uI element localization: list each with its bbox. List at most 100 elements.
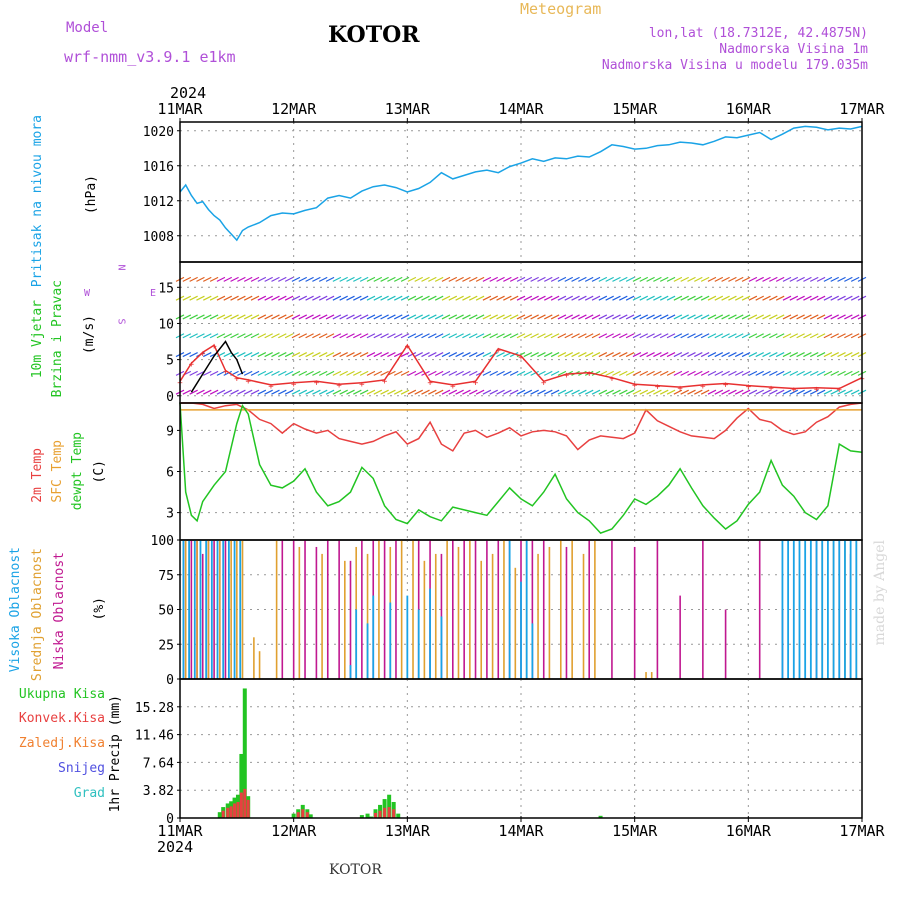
wind-barb xyxy=(359,370,369,376)
visoka-oblacnost-bar xyxy=(233,540,236,679)
wind-barb xyxy=(278,276,287,282)
srednja-oblacnost-bar xyxy=(650,672,653,679)
wind-barb xyxy=(298,276,308,282)
wind-barb xyxy=(482,389,492,395)
wind-barb xyxy=(844,314,853,320)
wind-barb xyxy=(230,333,239,339)
wind-barb xyxy=(544,352,553,358)
wind-barb xyxy=(823,295,833,301)
wind-barb xyxy=(666,352,676,358)
ukupna-kisa-bar xyxy=(217,812,222,818)
visoka-oblacnost-bar xyxy=(205,540,208,679)
visoka-oblacnost-bar xyxy=(792,540,795,679)
konvek-kisa-bar xyxy=(239,792,243,818)
wind-barb xyxy=(741,352,751,358)
visoka-oblacnost-bar xyxy=(508,540,511,679)
wind-barb xyxy=(605,389,614,395)
y-tick-label: 5 xyxy=(166,354,174,369)
visoka-oblacnost-bar xyxy=(429,588,431,679)
wind-barb xyxy=(209,389,219,395)
wind-barb xyxy=(755,333,764,339)
wind-barb xyxy=(434,352,444,358)
wind-barb xyxy=(782,276,792,282)
wind-barb xyxy=(639,314,649,320)
wind-barb xyxy=(775,333,785,339)
wind-barb xyxy=(243,389,253,395)
wind-barb xyxy=(366,333,376,339)
legend-convective-rain: Konvek.Kisa xyxy=(18,711,105,726)
wind-barb xyxy=(755,276,764,282)
wind-barb xyxy=(182,314,192,320)
wind-barb xyxy=(209,295,219,301)
wind-barb xyxy=(496,314,505,320)
wind-barb xyxy=(475,333,485,339)
wind-barb xyxy=(223,352,233,358)
wind-speed-marker: + xyxy=(609,375,615,385)
wind-barb xyxy=(625,295,635,301)
wind-barb xyxy=(653,295,662,301)
top-date-label: 16MAR xyxy=(726,100,772,118)
wind-barb xyxy=(728,333,737,339)
wind-barb xyxy=(332,276,342,282)
wind-barb xyxy=(434,295,444,301)
wind-barb xyxy=(625,370,635,376)
wind-barb xyxy=(278,333,287,339)
wind-barb xyxy=(666,370,676,376)
wind-speed-marker: + xyxy=(245,377,251,387)
wind-barb xyxy=(407,314,417,320)
wind-barb xyxy=(530,314,539,320)
wind-barb xyxy=(448,389,458,395)
wind-barb xyxy=(353,295,362,301)
precipitation-frame xyxy=(179,678,863,819)
wind-barb xyxy=(380,295,389,301)
niska-oblacnost-bar xyxy=(383,540,386,679)
wind-barb xyxy=(659,314,669,320)
wind-barb xyxy=(387,389,396,395)
srednja-oblacnost-bar xyxy=(594,540,596,679)
wind-barb xyxy=(223,333,233,339)
wind-barb xyxy=(700,389,710,395)
wind-barb xyxy=(734,333,744,339)
wind-barb xyxy=(257,389,267,395)
konvek-kisa-bar xyxy=(229,806,233,818)
wind-barb xyxy=(509,295,519,301)
wind-barb xyxy=(687,370,696,376)
niska-oblacnost-bar xyxy=(292,540,295,679)
srednja-oblacnost-bar xyxy=(457,546,460,679)
wind-barb xyxy=(387,314,396,320)
wind-barb xyxy=(598,352,608,358)
wind-barb xyxy=(318,314,328,320)
wind-barb xyxy=(509,389,519,395)
srednja-oblacnost-bar xyxy=(412,540,414,679)
wind-barb xyxy=(598,295,608,301)
srednja-oblacnost-bar xyxy=(378,540,380,679)
wind-barb xyxy=(346,295,355,301)
wind-barb xyxy=(387,352,396,358)
wind-barb xyxy=(380,276,389,282)
wind-barb xyxy=(393,295,403,301)
wind-barb xyxy=(243,352,253,358)
wind-barb xyxy=(196,389,205,395)
wind-barb xyxy=(284,352,294,358)
wind-barb xyxy=(387,295,396,301)
wind-barb xyxy=(209,333,219,339)
wind-barb xyxy=(278,295,287,301)
wind-barb xyxy=(468,314,478,320)
wind-barb xyxy=(550,352,560,358)
wind-barb xyxy=(196,333,205,339)
wind-barb xyxy=(462,370,471,376)
wind-barb xyxy=(209,370,219,376)
wind-barb xyxy=(803,333,812,339)
wind-barb xyxy=(250,352,260,358)
wind-barb xyxy=(673,370,683,376)
visoka-oblacnost-bar xyxy=(804,540,807,679)
wind-barb xyxy=(659,333,669,339)
wind-barb xyxy=(850,295,860,301)
wind-barb xyxy=(407,370,417,376)
wind-barb xyxy=(346,333,355,339)
wind-barb xyxy=(700,352,710,358)
wind-barb xyxy=(482,370,492,376)
ukupna-kisa-bar xyxy=(239,753,244,818)
wind-barb xyxy=(455,370,464,376)
visoka-oblacnost-bar xyxy=(222,540,225,679)
